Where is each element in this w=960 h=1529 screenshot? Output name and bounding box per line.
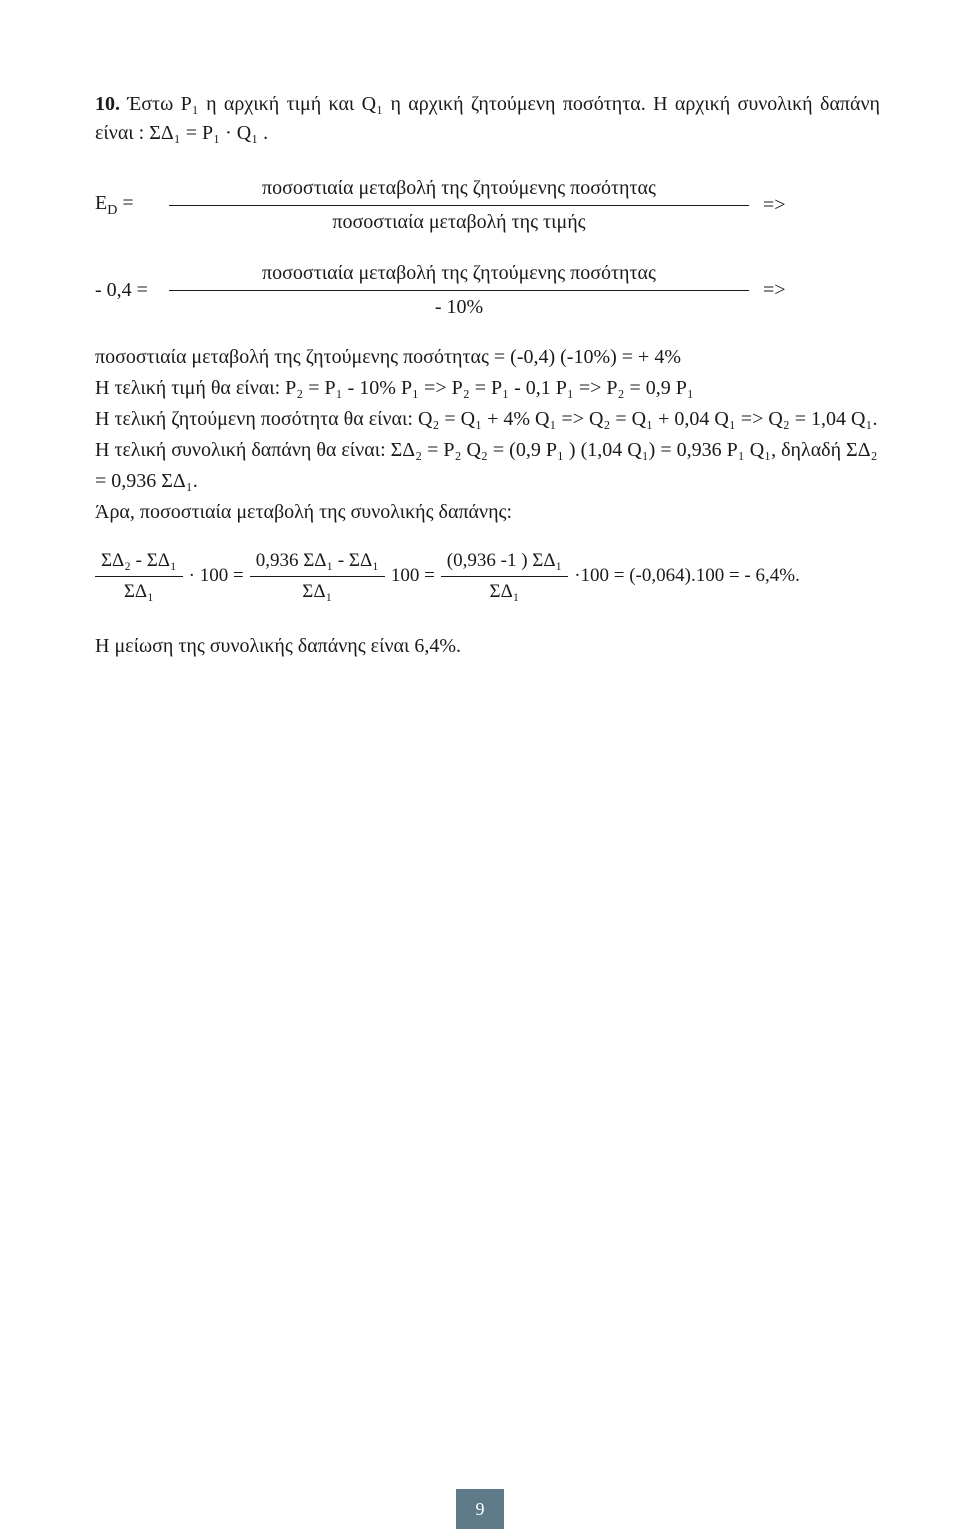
derivation-block: ποσοστιαία μεταβολή της ζητούμενης ποσότ…	[95, 342, 880, 528]
problem-intro: 10. Έστω P₁ η αρχική τιμή και Q₁ η αρχικ…	[95, 90, 880, 148]
frac1-left: ED =	[95, 189, 155, 221]
elasticity-value-row: - 0,4 = ποσοστιαία μεταβολή της ζητούμεν…	[95, 257, 880, 324]
final-frac-1: ΣΔ₂ - ΣΔ₁ ΣΔ₁	[95, 546, 183, 606]
final-frac-1-den: ΣΔ₁	[118, 577, 160, 607]
frac2-left: - 0,4 =	[95, 276, 155, 305]
problem-intro-text: Έστω P₁ η αρχική τιμή και Q₁ η αρχική ζη…	[95, 93, 880, 144]
final-tail: ·100 = (-0,064).100 = - 6,4%.	[574, 562, 800, 590]
frac1-denominator: ποσοστιαία μεταβολή της τιμής	[322, 206, 595, 239]
elasticity-definition-row: ED = ποσοστιαία μεταβολή της ζητούμενης …	[95, 172, 880, 239]
frac2-right: =>	[763, 276, 786, 305]
final-frac-3-den: ΣΔ₁	[484, 577, 526, 607]
final-frac-2-den: ΣΔ₁	[296, 577, 338, 607]
final-frac-3-num: (0,936 -1 ) ΣΔ₁	[441, 546, 568, 576]
final-mid-2: 100 =	[391, 562, 435, 590]
conclusion-text: Η μείωση της συνολικής δαπάνης είναι 6,4…	[95, 632, 880, 661]
final-frac-3: (0,936 -1 ) ΣΔ₁ ΣΔ₁	[441, 546, 568, 606]
page-number-badge: 9	[456, 1489, 504, 1529]
body-line-5: Άρα, ποσοστιαία μεταβολή της συνολικής δ…	[95, 497, 880, 528]
problem-number: 10.	[95, 93, 120, 115]
frac2-numerator: ποσοστιαία μεταβολή της ζητούμενης ποσότ…	[252, 257, 666, 290]
body-line-2: Η τελική τιμή θα είναι: P₂ = P₁ - 10% P₁…	[95, 373, 880, 404]
frac1-numerator: ποσοστιαία μεταβολή της ζητούμενης ποσότ…	[252, 172, 666, 205]
final-calculation-row: ΣΔ₂ - ΣΔ₁ ΣΔ₁ · 100 = 0,936 ΣΔ₁ - ΣΔ₁ ΣΔ…	[95, 546, 880, 606]
frac2-fraction: ποσοστιαία μεταβολή της ζητούμενης ποσότ…	[169, 257, 749, 324]
final-frac-2-num: 0,936 ΣΔ₁ - ΣΔ₁	[250, 546, 385, 576]
final-mid-1: · 100 =	[189, 562, 244, 590]
page-number: 9	[476, 1496, 485, 1522]
body-line-1: ποσοστιαία μεταβολή της ζητούμενης ποσότ…	[95, 342, 880, 373]
frac1-fraction: ποσοστιαία μεταβολή της ζητούμενης ποσότ…	[169, 172, 749, 239]
frac2-denominator: - 10%	[425, 291, 493, 324]
body-line-3: Η τελική ζητούμενη ποσότητα θα είναι: Q₂…	[95, 404, 880, 435]
final-frac-2: 0,936 ΣΔ₁ - ΣΔ₁ ΣΔ₁	[250, 546, 385, 606]
body-line-4: Η τελική συνολική δαπάνη θα είναι: ΣΔ₂ =…	[95, 435, 880, 497]
frac1-right: =>	[763, 191, 786, 220]
final-frac-1-num: ΣΔ₂ - ΣΔ₁	[95, 546, 183, 576]
